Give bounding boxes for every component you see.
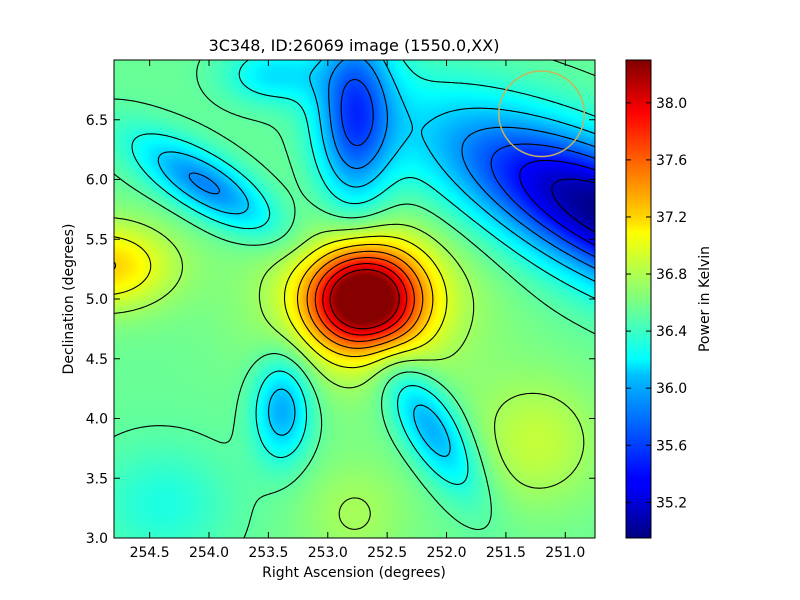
contour-line <box>314 257 415 342</box>
x-axis-ticks: 254.5 254.0 253.5 253.0 252.5 252.0 251.5 251.0 <box>130 60 585 561</box>
x-tick-label: 251.0 <box>545 545 585 561</box>
x-tick-label: 251.5 <box>486 545 526 561</box>
colorbar <box>625 59 652 539</box>
contour-line <box>322 263 408 336</box>
chart-title: 3C348, ID:26069 image (1550.0,XX) <box>209 36 500 55</box>
contour-line <box>306 250 424 349</box>
colorbar-tick-label: 38.0 <box>656 96 687 112</box>
y-axis-ticks: 3.0 3.5 4.0 4.5 5.0 5.5 6.0 6.5 <box>86 113 595 547</box>
y-tick-label: 3.5 <box>86 471 108 487</box>
contour-line <box>114 235 448 369</box>
contour-line <box>114 60 595 538</box>
colorbar-tick-label: 36.8 <box>656 267 687 283</box>
contour-line <box>188 60 595 269</box>
contour-line <box>329 269 400 330</box>
contour-line <box>551 178 595 233</box>
colorbar-tick-label: 35.2 <box>656 495 687 511</box>
x-tick-label: 252.0 <box>426 545 466 561</box>
y-tick-label: 6.5 <box>86 113 108 129</box>
contour-line <box>114 243 434 358</box>
contour-lines <box>114 60 595 538</box>
y-tick-label: 3.0 <box>86 531 108 547</box>
colorbar-tick-label: 37.6 <box>656 153 687 169</box>
colorbar-ticks: 35.2 35.6 36.0 36.4 36.8 37.2 37.6 38.0 <box>626 96 687 511</box>
colorbar-label: Power in Kelvin <box>697 246 713 352</box>
y-tick-label: 5.5 <box>86 232 108 248</box>
contour-line <box>519 160 595 246</box>
x-tick-label: 254.0 <box>189 545 229 561</box>
x-tick-label: 252.5 <box>367 545 407 561</box>
y-tick-label: 4.0 <box>86 412 108 428</box>
beam-circle <box>498 70 586 158</box>
colorbar-tick-label: 37.2 <box>656 210 687 226</box>
contour-line <box>131 60 595 485</box>
y-tick-label: 6.0 <box>86 173 108 189</box>
heatmap-image <box>114 60 595 538</box>
x-tick-label: 253.0 <box>308 545 348 561</box>
colorbar-tick-label: 36.4 <box>656 324 687 340</box>
contour-line <box>157 60 595 457</box>
contour-line <box>114 217 585 530</box>
x-axis-label: Right Ascension (degrees) <box>262 565 446 581</box>
x-tick-label: 253.5 <box>248 545 288 561</box>
colorbar-tick-label: 36.0 <box>656 381 687 397</box>
colorbar-tick-label: 35.6 <box>656 438 687 454</box>
y-tick-label: 5.0 <box>86 292 108 308</box>
contour-line <box>340 78 595 258</box>
y-axis-label: Declination (degrees) <box>61 224 77 375</box>
x-tick-label: 254.5 <box>130 545 170 561</box>
y-tick-label: 4.5 <box>86 352 108 368</box>
